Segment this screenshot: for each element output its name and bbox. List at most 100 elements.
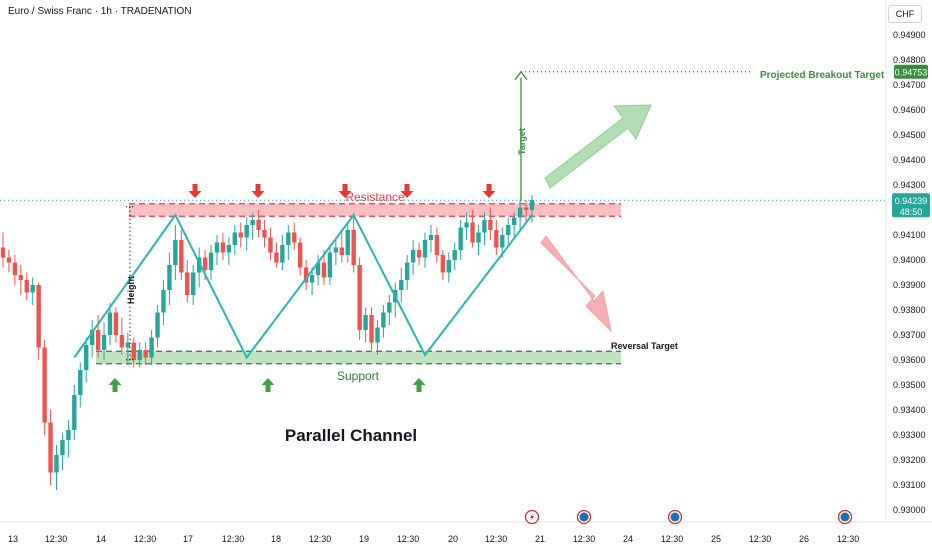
time-tick-label: 12:30 bbox=[222, 534, 245, 544]
support-up-arrow bbox=[412, 378, 426, 392]
time-tick-label: 21 bbox=[535, 534, 545, 544]
candle-body bbox=[30, 285, 35, 293]
bearish-projection-arrow bbox=[540, 235, 612, 333]
resistance-down-arrow bbox=[482, 184, 496, 198]
candle-body bbox=[399, 280, 404, 290]
candle-body bbox=[327, 252, 333, 278]
candle-body bbox=[24, 280, 29, 293]
time-tick-label: 19 bbox=[359, 534, 369, 544]
candle-body bbox=[357, 265, 362, 330]
calendar-flag-icon[interactable] bbox=[837, 509, 853, 525]
candle-body bbox=[119, 335, 125, 348]
candle-body bbox=[60, 440, 65, 455]
candle-body bbox=[292, 232, 297, 243]
candle-body bbox=[191, 272, 196, 295]
candle-body bbox=[238, 232, 243, 238]
candle-body bbox=[6, 257, 12, 263]
candle-body bbox=[250, 220, 255, 225]
candle-body bbox=[470, 222, 475, 243]
support-up-arrow bbox=[261, 378, 275, 392]
time-tick-label: 12:30 bbox=[485, 534, 508, 544]
event-flag-dot bbox=[579, 512, 589, 522]
price-tick-label: 0.93100 bbox=[893, 480, 926, 490]
candle-body bbox=[0, 247, 6, 258]
candle-body bbox=[482, 220, 487, 233]
calendar-flag-icon[interactable] bbox=[576, 509, 592, 525]
price-tick-label: 0.94300 bbox=[893, 180, 926, 190]
pattern-title: Parallel Channel bbox=[285, 426, 417, 445]
candle-body bbox=[173, 240, 178, 265]
price-tick-label: 0.93200 bbox=[893, 455, 926, 465]
chart-title: Euro / Swiss Franc · 1h · TRADENATION bbox=[8, 6, 192, 17]
candle-body bbox=[131, 342, 136, 360]
time-tick-label: 12:30 bbox=[749, 534, 772, 544]
candle-body bbox=[517, 207, 523, 218]
candle-body bbox=[375, 327, 380, 343]
support-label: Support bbox=[337, 369, 380, 383]
candle-body bbox=[351, 230, 356, 265]
candle-body bbox=[309, 275, 315, 283]
candle-body bbox=[89, 330, 95, 345]
reversal-target-label: Reversal Target bbox=[611, 341, 678, 351]
resistance-label: Resistance bbox=[345, 190, 405, 204]
candle-body bbox=[303, 267, 309, 283]
time-tick-label: 12:30 bbox=[573, 534, 596, 544]
candle-body bbox=[434, 235, 440, 255]
time-tick-label: 12:30 bbox=[134, 534, 157, 544]
candle-body bbox=[66, 430, 71, 440]
price-tick-label: 0.94400 bbox=[893, 155, 926, 165]
candle-body bbox=[286, 232, 291, 245]
currency-button[interactable]: CHF bbox=[888, 5, 922, 23]
candle-body bbox=[179, 240, 184, 273]
candle-body bbox=[155, 312, 160, 338]
price-tick-label: 0.94800 bbox=[893, 55, 926, 65]
bullish-projection-arrow bbox=[544, 104, 652, 189]
lightning-icon bbox=[530, 513, 534, 521]
candle-body bbox=[452, 250, 457, 260]
candle-body bbox=[202, 257, 208, 270]
time-tick-label: 20 bbox=[448, 534, 458, 544]
countdown-text: 48:50 bbox=[900, 207, 923, 217]
candle-body bbox=[78, 370, 83, 395]
time-tick-label: 26 bbox=[799, 534, 809, 544]
candle-body bbox=[268, 237, 273, 253]
price-tick-label: 0.93000 bbox=[893, 505, 926, 515]
height-label: Height bbox=[126, 276, 136, 304]
time-tick-label: 17 bbox=[183, 534, 193, 544]
candle-body bbox=[42, 347, 47, 423]
candle-body bbox=[137, 350, 142, 360]
time-tick-label: 18 bbox=[271, 534, 281, 544]
time-tick-label: 24 bbox=[623, 534, 633, 544]
candle-body bbox=[167, 265, 172, 290]
candle-body bbox=[458, 227, 463, 250]
candle-body bbox=[464, 222, 469, 228]
candle-body bbox=[494, 230, 499, 248]
projected-target-label: Projected Breakout Target bbox=[760, 70, 885, 81]
candle-body bbox=[339, 247, 344, 255]
candle-body bbox=[113, 312, 119, 335]
candle-body bbox=[48, 422, 53, 473]
candle-body bbox=[387, 302, 392, 313]
candle-body bbox=[95, 330, 101, 350]
candle-body bbox=[506, 225, 511, 235]
candle-body bbox=[185, 272, 190, 295]
target-price-badge-text: 0.94753 bbox=[895, 67, 928, 77]
support-zone bbox=[96, 351, 621, 364]
candles-group bbox=[0, 195, 535, 490]
candle-body bbox=[196, 257, 202, 273]
time-tick-label: 14 bbox=[96, 534, 106, 544]
resistance-down-arrow bbox=[338, 184, 352, 198]
resistance-down-arrow bbox=[400, 184, 414, 198]
candle-body bbox=[232, 232, 238, 245]
time-tick-label: 13 bbox=[8, 534, 18, 544]
candle-body bbox=[345, 230, 350, 255]
candle-body bbox=[72, 395, 77, 430]
candle-body bbox=[369, 315, 374, 343]
calendar-flag-icon[interactable] bbox=[667, 509, 683, 525]
candle-body bbox=[256, 220, 261, 230]
candle-body bbox=[476, 232, 481, 243]
economic-event-icon[interactable] bbox=[524, 509, 540, 525]
time-tick-label: 12:30 bbox=[309, 534, 332, 544]
time-tick-label: 25 bbox=[711, 534, 721, 544]
